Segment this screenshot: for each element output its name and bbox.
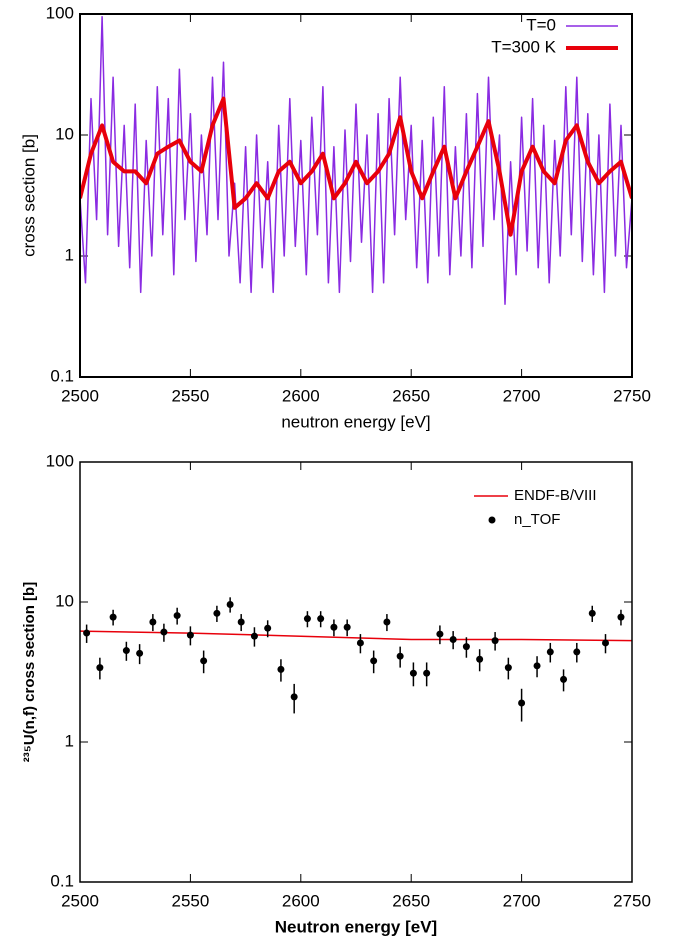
data-point bbox=[560, 675, 568, 683]
y-axis-label: cross section [b] bbox=[19, 134, 38, 257]
legend-label: T=300 K bbox=[491, 37, 556, 56]
data-point bbox=[173, 612, 181, 620]
data-point bbox=[588, 609, 596, 617]
data-point bbox=[617, 613, 625, 621]
y-tick-label: 0.1 bbox=[50, 871, 74, 890]
data-point bbox=[396, 652, 404, 660]
data-point bbox=[370, 657, 378, 665]
x-tick-label: 2750 bbox=[613, 891, 651, 910]
x-tick-label: 2700 bbox=[503, 386, 541, 405]
data-point bbox=[264, 624, 272, 632]
data-point bbox=[237, 618, 245, 626]
data-point bbox=[573, 648, 581, 656]
data-point bbox=[383, 618, 391, 626]
data-point bbox=[83, 629, 91, 637]
legend-swatch bbox=[488, 516, 496, 524]
y-tick-label: 100 bbox=[46, 451, 74, 470]
data-point bbox=[449, 635, 457, 643]
data-point bbox=[423, 669, 431, 677]
x-tick-label: 2500 bbox=[61, 891, 99, 910]
series-line bbox=[80, 630, 632, 642]
x-tick-label: 2500 bbox=[61, 386, 99, 405]
data-point bbox=[303, 615, 311, 623]
y-tick-label: 100 bbox=[46, 3, 74, 22]
data-point bbox=[504, 664, 512, 672]
x-tick-label: 2650 bbox=[392, 891, 430, 910]
data-point bbox=[356, 639, 364, 647]
data-point bbox=[109, 613, 117, 621]
data-point bbox=[290, 693, 298, 701]
x-tick-label: 2550 bbox=[171, 386, 209, 405]
y-tick-label: 0.1 bbox=[50, 366, 74, 385]
y-tick-label: 1 bbox=[65, 245, 74, 264]
y-tick-label: 10 bbox=[55, 591, 74, 610]
data-point bbox=[409, 669, 417, 677]
legend-label: n_TOF bbox=[514, 511, 560, 528]
x-axis-label: Neutron energy [eV] bbox=[275, 917, 437, 936]
data-point bbox=[250, 632, 258, 640]
x-tick-label: 2650 bbox=[392, 386, 430, 405]
data-point bbox=[602, 639, 610, 647]
data-point bbox=[462, 643, 470, 651]
data-point bbox=[122, 647, 130, 655]
data-point bbox=[518, 699, 526, 707]
data-point bbox=[186, 631, 194, 639]
plot-frame bbox=[79, 13, 633, 378]
plot-frame bbox=[79, 461, 633, 883]
data-point bbox=[491, 637, 499, 645]
data-point bbox=[136, 649, 144, 657]
data-point bbox=[436, 630, 444, 638]
data-point bbox=[533, 662, 541, 670]
data-point bbox=[343, 623, 351, 631]
data-point bbox=[213, 609, 221, 617]
data-point bbox=[160, 628, 168, 636]
data-point bbox=[330, 623, 338, 631]
data-point bbox=[317, 615, 325, 623]
legend-label: ENDF-B/VIII bbox=[514, 487, 597, 504]
y-axis-label: ²³⁵U(n,f) cross section [b] bbox=[21, 582, 38, 762]
x-tick-label: 2600 bbox=[282, 386, 320, 405]
data-point bbox=[546, 648, 554, 656]
y-tick-label: 10 bbox=[55, 124, 74, 143]
x-tick-label: 2550 bbox=[171, 891, 209, 910]
x-tick-label: 2750 bbox=[613, 386, 651, 405]
series-line bbox=[80, 15, 632, 305]
y-tick-label: 1 bbox=[65, 731, 74, 750]
data-point bbox=[226, 600, 234, 608]
data-point bbox=[277, 665, 285, 673]
series-line bbox=[80, 96, 632, 237]
legend-label: T=0 bbox=[526, 15, 556, 34]
x-tick-label: 2700 bbox=[503, 891, 541, 910]
x-tick-label: 2600 bbox=[282, 891, 320, 910]
data-point bbox=[200, 657, 208, 665]
x-axis-label: neutron energy [eV] bbox=[281, 412, 430, 431]
data-point bbox=[96, 664, 104, 672]
data-point bbox=[476, 655, 484, 663]
data-point bbox=[149, 618, 157, 626]
